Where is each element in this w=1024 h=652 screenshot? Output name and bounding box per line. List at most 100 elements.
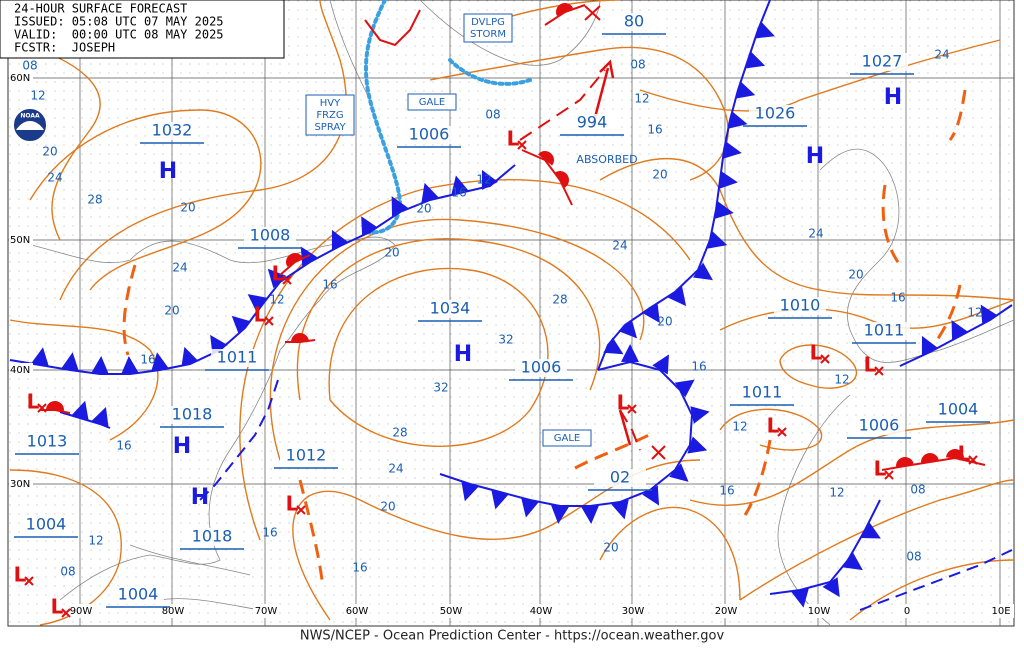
longitude-label: 20W	[715, 606, 738, 617]
low-center: L	[767, 414, 780, 438]
low-center: L	[14, 563, 27, 587]
header-box: 24-HOUR SURFACE FORECAST ISSUED: 05:08 U…	[0, 0, 285, 59]
low-center-x	[282, 275, 292, 285]
low-center-x	[264, 316, 274, 326]
pressure-label-bg	[594, 469, 646, 487]
isobar-label: 12	[634, 92, 649, 106]
pressure-label-bg	[856, 53, 908, 71]
pressure-label: 80	[624, 12, 644, 31]
longitude-label: 60W	[346, 606, 369, 617]
lon-label-bg	[620, 604, 646, 618]
pressure-label-bg	[280, 447, 332, 465]
longitude-label: 10E	[991, 606, 1010, 617]
isobar-label: 20	[416, 202, 431, 216]
lon-label-bg	[894, 604, 920, 618]
isobar-label: 12	[732, 420, 747, 434]
logo: NOAA	[12, 107, 48, 143]
lon-label-bg	[713, 604, 739, 618]
pressure-label: 1032	[152, 121, 193, 140]
pressure-label-bg	[211, 349, 263, 367]
isobar-label: 20	[384, 246, 399, 260]
pressure-label-bg	[566, 114, 618, 132]
isobar-label: 20	[164, 304, 179, 318]
low-center: L	[874, 457, 887, 481]
latitude-label: 30N	[10, 479, 30, 490]
pressure-label: 1006	[409, 125, 450, 144]
low-center-x	[24, 576, 34, 586]
isobar-label: 28	[552, 293, 567, 307]
isobar-label: 24	[47, 171, 62, 185]
isobar-label: 20	[848, 268, 863, 282]
pressure-label-bg	[403, 126, 455, 144]
pressure-label: 1006	[521, 358, 562, 377]
isobar-label: 20	[180, 201, 195, 215]
isobar-label: 16	[451, 186, 466, 200]
pressure-label-bg	[608, 13, 660, 31]
warning-text: SPRAY	[314, 122, 346, 133]
pressure-label: 1013	[27, 432, 68, 451]
pressure-label: 1011	[864, 321, 905, 340]
labels: 60N 50N 40N 30N 90W 80W 70W 60W 50W 40W 30W 20W 10W 0…	[9, 12, 1014, 619]
low-center: L	[507, 127, 520, 151]
isobar-label: 16	[719, 484, 734, 498]
low-center-x	[517, 140, 527, 150]
isobar-label: 16	[352, 561, 367, 575]
lon-label-bg	[253, 604, 279, 618]
latitude-label: 40N	[10, 365, 30, 376]
longitude-label: 50W	[440, 606, 463, 617]
high-center: H	[454, 342, 472, 367]
longitude-label: 30W	[622, 606, 645, 617]
high-center: H	[191, 485, 209, 510]
isobar-label: 08	[485, 108, 500, 122]
pressure-label-bg	[424, 300, 476, 318]
low-center: L	[958, 442, 971, 466]
isobar-label: 12	[834, 373, 849, 387]
footer-credit: NWS/NCEP - Ocean Prediction Center - htt…	[300, 629, 725, 644]
pressure-label-bg	[515, 359, 567, 377]
isobar-label: 24	[388, 462, 403, 476]
warning-text: DVLPG	[471, 17, 505, 28]
low-center: L	[617, 391, 630, 415]
latitude-label: 50N	[10, 235, 30, 246]
pressure-label: 1004	[118, 585, 159, 604]
pressure-label: 994	[577, 113, 608, 132]
latitude-label: 60N	[10, 73, 30, 84]
pressure-label-bg	[853, 417, 905, 435]
isobar-label: 16	[262, 526, 277, 540]
pressure-label: 1004	[938, 400, 979, 419]
pressure-label: 02	[610, 468, 630, 487]
isobar-label: 16	[116, 439, 131, 453]
pressure-label: 1018	[172, 405, 213, 424]
low-center-x	[884, 470, 894, 480]
isobar-label: 20	[380, 500, 395, 514]
longitude-label: 0	[904, 606, 910, 617]
isobar-label: 16	[890, 291, 905, 305]
low-center: L	[254, 303, 267, 327]
lon-label-bg	[68, 604, 94, 618]
low-center: L	[810, 341, 823, 365]
isobar-label: 20	[657, 315, 672, 329]
pressure-label-bg	[21, 433, 73, 451]
lat-label-bg	[9, 363, 33, 377]
isobar-label: 16	[691, 360, 706, 374]
low-center-x	[820, 354, 830, 364]
pressure-label: 1034	[430, 299, 471, 318]
pressure-label-bg	[112, 586, 164, 604]
isobar-label: 08	[60, 565, 75, 579]
low-center-x	[874, 366, 884, 376]
pressure-label: 1018	[192, 527, 233, 546]
fronts	[9, 0, 1013, 611]
low-center: L	[51, 595, 64, 619]
lat-label-bg	[9, 233, 33, 247]
pressure-label: 1026	[755, 104, 796, 123]
low-center-x	[627, 404, 637, 414]
isobar-label: 24	[808, 227, 823, 241]
low-center-x	[61, 608, 71, 618]
header-forecaster: FCSTR: JOSEPH	[14, 41, 115, 55]
longitude-label: 70W	[255, 606, 278, 617]
isobar-label: 28	[87, 193, 102, 207]
low-center-x	[37, 403, 47, 413]
longitude-label: 90W	[70, 606, 93, 617]
isobar-label: 12	[967, 306, 982, 320]
isobar-label: 20	[42, 145, 57, 159]
